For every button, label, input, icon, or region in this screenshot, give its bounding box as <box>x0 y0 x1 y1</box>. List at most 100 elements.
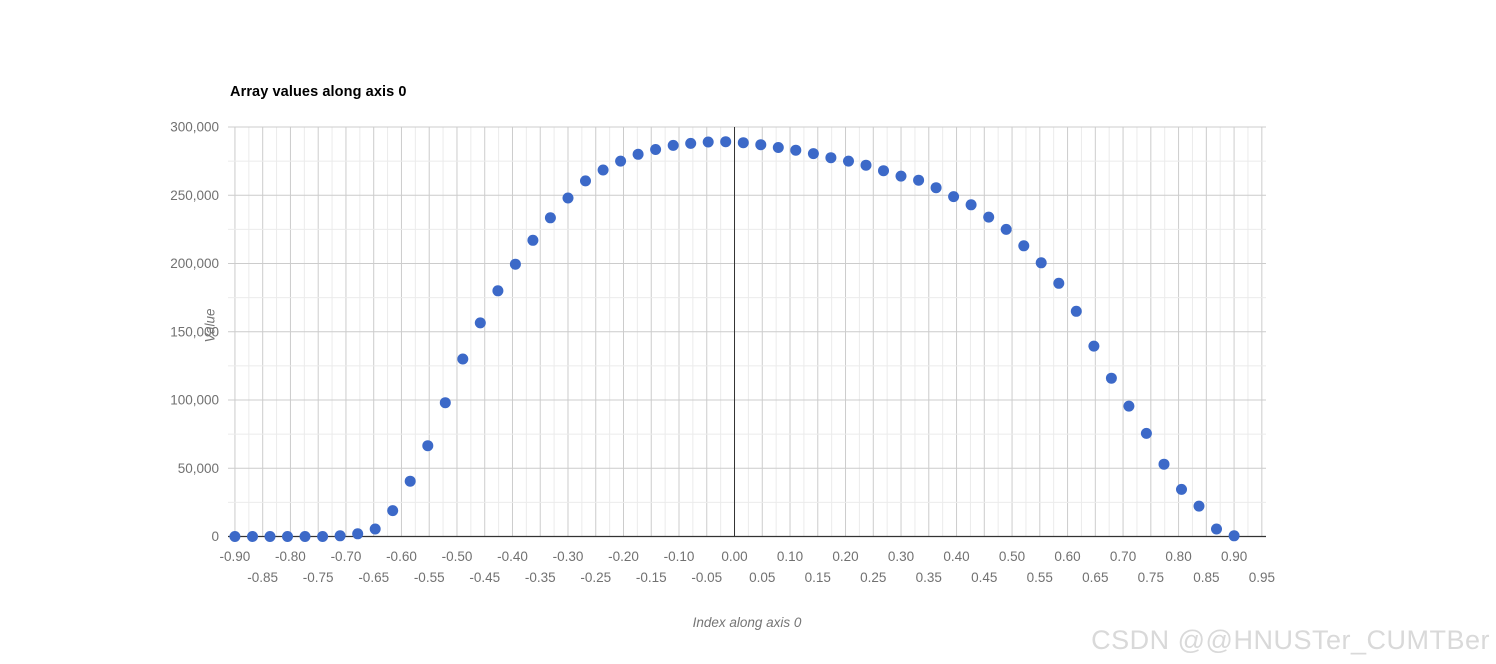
x-tick-label: -0.35 <box>525 570 556 585</box>
chart-title: Array values along axis 0 <box>230 84 407 100</box>
data-point <box>264 531 276 542</box>
data-point <box>1000 223 1012 235</box>
data-point <box>1053 277 1065 289</box>
x-tick-label: -0.55 <box>414 570 445 585</box>
data-point <box>1035 257 1047 269</box>
x-tick-label: -0.90 <box>220 549 251 564</box>
data-point <box>369 523 381 535</box>
data-point <box>913 174 925 186</box>
data-point <box>1140 427 1152 439</box>
data-point <box>825 152 837 164</box>
x-tick-label: -0.75 <box>303 570 334 585</box>
data-point <box>299 531 311 542</box>
x-tick-label: -0.05 <box>691 570 722 585</box>
x-tick-label: 0.85 <box>1193 570 1219 585</box>
data-point <box>334 530 346 542</box>
y-tick-label: 250,000 <box>170 188 219 203</box>
x-tick-label: 0.15 <box>805 570 831 585</box>
data-point <box>1018 240 1030 252</box>
x-axis-title: Index along axis 0 <box>692 615 802 630</box>
data-point <box>404 475 416 487</box>
y-tick-label: 100,000 <box>170 393 219 408</box>
x-tick-label: 0.10 <box>777 549 803 564</box>
data-point <box>387 505 399 517</box>
data-point <box>720 136 732 148</box>
x-tick-label: 0.20 <box>832 549 858 564</box>
x-tick-label: -0.65 <box>358 570 389 585</box>
y-axis-title: Value <box>202 308 218 343</box>
data-point <box>895 170 907 182</box>
x-tick-label: 0.65 <box>1082 570 1108 585</box>
data-point <box>632 148 644 160</box>
x-tick-label: 0.55 <box>1027 570 1053 585</box>
data-point <box>948 191 960 203</box>
x-tick-label: -0.25 <box>580 570 611 585</box>
x-tick-label: 0.00 <box>721 549 747 564</box>
data-point <box>1228 530 1240 542</box>
data-point <box>422 440 434 452</box>
data-point <box>772 142 784 153</box>
data-point <box>685 137 697 149</box>
x-tick-label: -0.85 <box>247 570 278 585</box>
x-tick-label: -0.40 <box>497 549 528 564</box>
x-tick-label: 0.30 <box>888 549 914 564</box>
data-point <box>1105 372 1117 384</box>
data-point <box>1070 305 1082 317</box>
data-point <box>544 212 556 224</box>
data-points <box>229 136 1240 542</box>
data-point <box>807 148 819 160</box>
data-point <box>702 136 714 148</box>
data-point <box>474 317 486 329</box>
x-tick-label: -0.20 <box>608 549 639 564</box>
y-tick-label: 150,000 <box>170 324 219 339</box>
x-tick-label: -0.60 <box>386 549 417 564</box>
data-point <box>1211 523 1222 535</box>
data-point <box>860 159 872 171</box>
y-tick-label: 0 <box>211 529 219 544</box>
x-tick-label: 0.05 <box>749 570 775 585</box>
x-tick-label: 0.90 <box>1221 549 1247 564</box>
data-point <box>527 234 539 246</box>
data-point <box>1123 400 1135 412</box>
x-tick-label: -0.80 <box>275 549 306 564</box>
data-point <box>580 175 591 187</box>
y-tick-label: 300,000 <box>170 120 219 135</box>
x-tick-label: 0.80 <box>1165 549 1191 564</box>
data-point <box>439 397 451 409</box>
data-point <box>509 258 521 270</box>
data-point <box>282 531 293 542</box>
x-tick-label: 0.35 <box>916 570 942 585</box>
data-point <box>790 144 802 156</box>
data-point <box>1176 483 1187 495</box>
tick-labels: 0 50,000 100,000 150,000 200,000 250,000 300,0… <box>170 120 1275 586</box>
x-tick-label: -0.45 <box>469 570 500 585</box>
data-point <box>1193 500 1205 512</box>
axis-lines <box>228 127 1266 538</box>
data-point <box>247 531 258 542</box>
x-tick-label: 0.95 <box>1249 570 1275 585</box>
x-tick-label: -0.70 <box>331 549 362 564</box>
data-point <box>457 353 469 365</box>
data-point <box>667 139 679 151</box>
data-point <box>615 155 627 167</box>
data-point <box>965 199 977 211</box>
x-tick-label: -0.50 <box>442 549 473 564</box>
data-point <box>737 137 749 149</box>
data-point <box>317 531 329 542</box>
x-tick-label: 0.75 <box>1138 570 1164 585</box>
data-point <box>930 182 942 194</box>
data-point <box>755 139 767 151</box>
x-tick-label: -0.10 <box>664 549 695 564</box>
x-tick-label: 0.60 <box>1054 549 1080 564</box>
data-point <box>229 531 241 542</box>
watermark: CSDN @@HNUSTer_CUMTBer <box>1091 625 1490 655</box>
data-point <box>843 155 854 167</box>
x-tick-label: 0.40 <box>943 549 969 564</box>
data-point <box>878 165 889 177</box>
data-point <box>1158 458 1170 470</box>
x-tick-label: -0.30 <box>553 549 584 564</box>
data-point <box>597 164 609 176</box>
x-tick-label: 0.70 <box>1110 549 1136 564</box>
